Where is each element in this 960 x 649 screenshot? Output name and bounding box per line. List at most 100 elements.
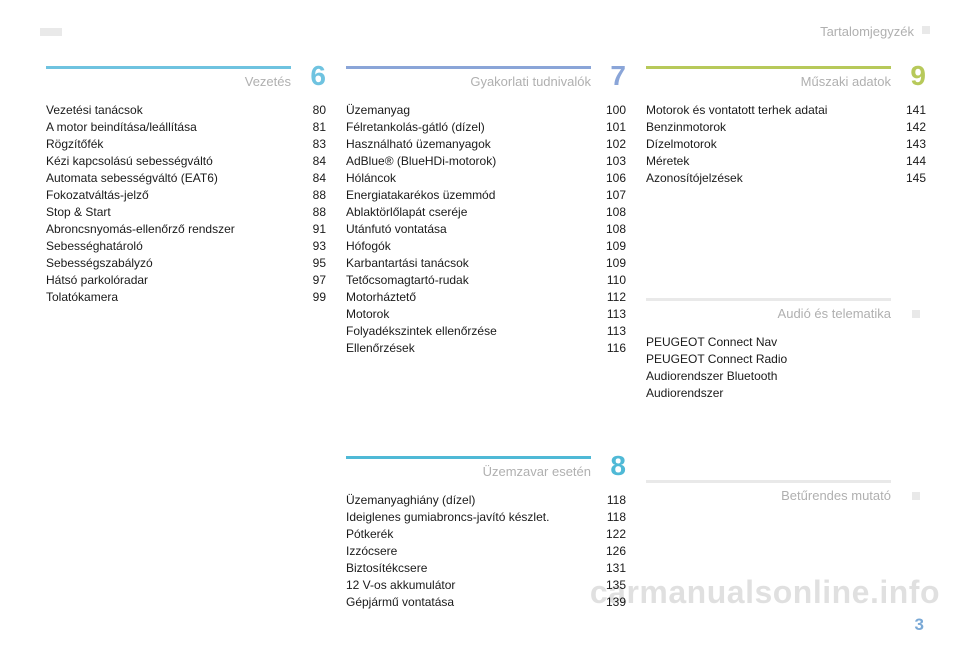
toc-page: 113: [594, 323, 626, 340]
toc-label: Pótkerék: [346, 526, 594, 543]
toc-page: 100: [594, 102, 626, 119]
section-9-list: Motorok és vontatott terhek adatai141Ben…: [646, 102, 926, 187]
section-index-title: Betűrendes mutató: [781, 488, 891, 503]
toc-row: A motor beindítása/leállítása81: [46, 119, 326, 136]
toc-row: Motorok és vontatott terhek adatai141: [646, 102, 926, 119]
toc-row: Motorháztető112: [346, 289, 626, 306]
section-index-square: [912, 492, 920, 500]
section-7-rule: [346, 66, 591, 69]
toc-label: Sebességhatároló: [46, 238, 294, 255]
toc-page: 93: [294, 238, 326, 255]
toc-label: Méretek: [646, 153, 894, 170]
toc-row: Biztosítékcsere131: [346, 560, 626, 577]
toc-page: 108: [594, 204, 626, 221]
toc-label: Izzócsere: [346, 543, 594, 560]
section-7: Gyakorlati tudnivalók 7 Üzemanyag100Félr…: [346, 66, 626, 357]
toc-label: Motorháztető: [346, 289, 594, 306]
section-audio: Audió és telematika PEUGEOT Connect NavP…: [646, 298, 926, 402]
toc-label: Vezetési tanácsok: [46, 102, 294, 119]
toc-page: 108: [594, 221, 626, 238]
toc-page: 144: [894, 153, 926, 170]
toc-row: Hóláncok106: [346, 170, 626, 187]
toc-label: Folyadékszintek ellenőrzése: [346, 323, 594, 340]
toc-label: Használható üzemanyagok: [346, 136, 594, 153]
toc-row: Kézi kapcsolású sebességváltó84: [46, 153, 326, 170]
toc-label: Hátsó parkolóradar: [46, 272, 294, 289]
section-audio-list: PEUGEOT Connect NavPEUGEOT Connect Radio…: [646, 334, 926, 402]
toc-label: Hóláncok: [346, 170, 594, 187]
toc-page: 118: [594, 509, 626, 526]
toc-page: 109: [594, 238, 626, 255]
toc-label: Karbantartási tanácsok: [346, 255, 594, 272]
toc-row: Tetőcsomagtartó-rudak110: [346, 272, 626, 289]
toc-page: 102: [594, 136, 626, 153]
section-6-number: 6: [296, 60, 326, 92]
toc-row: Ablaktörlőlapát cseréje108: [346, 204, 626, 221]
section-index-rule: [646, 480, 891, 483]
toc-page: 116: [594, 340, 626, 357]
toc-label: Tetőcsomagtartó-rudak: [346, 272, 594, 289]
toc-label: Fokozatváltás-jelző: [46, 187, 294, 204]
toc-page: 95: [294, 255, 326, 272]
section-7-number: 7: [596, 60, 626, 92]
list-line: PEUGEOT Connect Nav: [646, 334, 926, 351]
section-9: Műszaki adatok 9 Motorok és vontatott te…: [646, 66, 926, 187]
section-8-head: Üzemzavar esetén 8: [346, 456, 626, 486]
toc-row: Pótkerék122: [346, 526, 626, 543]
toc-label: Automata sebességváltó (EAT6): [46, 170, 294, 187]
header-square: [922, 26, 930, 34]
toc-page: 112: [594, 289, 626, 306]
toc-page: 84: [294, 153, 326, 170]
top-left-bar: [40, 28, 62, 36]
section-8: Üzemzavar esetén 8 Üzemanyaghiány (dízel…: [346, 456, 626, 611]
toc-row: 12 V-os akkumulátor135: [346, 577, 626, 594]
toc-row: Fokozatváltás-jelző88: [46, 187, 326, 204]
toc-row: Azonosítójelzések145: [646, 170, 926, 187]
toc-row: Ideiglenes gumiabroncs-javító készlet.11…: [346, 509, 626, 526]
section-8-list: Üzemanyaghiány (dízel)118Ideiglenes gumi…: [346, 492, 626, 611]
toc-row: Hófogók109: [346, 238, 626, 255]
toc-page: 113: [594, 306, 626, 323]
toc-row: Üzemanyaghiány (dízel)118: [346, 492, 626, 509]
toc-label: Sebességszabályzó: [46, 255, 294, 272]
toc-row: Gépjármű vontatása139: [346, 594, 626, 611]
toc-row: Ellenőrzések116: [346, 340, 626, 357]
toc-label: 12 V-os akkumulátor: [346, 577, 594, 594]
section-8-rule: [346, 456, 591, 459]
toc-row: Tolatókamera99: [46, 289, 326, 306]
toc-page: 126: [594, 543, 626, 560]
toc-page: 143: [894, 136, 926, 153]
section-7-list: Üzemanyag100Félretankolás-gátló (dízel)1…: [346, 102, 626, 357]
toc-page: 107: [594, 187, 626, 204]
watermark: carmanualsonline.info: [590, 574, 940, 611]
toc-row: Energiatakarékos üzemmód107: [346, 187, 626, 204]
toc-label: AdBlue® (BlueHDi-motorok): [346, 153, 594, 170]
toc-row: Sebességhatároló93: [46, 238, 326, 255]
toc-label: A motor beindítása/leállítása: [46, 119, 294, 136]
toc-row: Félretankolás-gátló (dízel)101: [346, 119, 626, 136]
toc-page: 99: [294, 289, 326, 306]
section-8-title: Üzemzavar esetén: [483, 464, 591, 479]
toc-page: 81: [294, 119, 326, 136]
toc-label: Utánfutó vontatása: [346, 221, 594, 238]
section-audio-square: [912, 310, 920, 318]
toc-row: Méretek144: [646, 153, 926, 170]
toc-row: Hátsó parkolóradar97: [46, 272, 326, 289]
toc-page: 103: [594, 153, 626, 170]
toc-label: Energiatakarékos üzemmód: [346, 187, 594, 204]
toc-label: Ideiglenes gumiabroncs-javító készlet.: [346, 509, 594, 526]
toc-row: Üzemanyag100: [346, 102, 626, 119]
toc-row: Utánfutó vontatása108: [346, 221, 626, 238]
toc-row: Automata sebességváltó (EAT6)84: [46, 170, 326, 187]
toc-page: 122: [594, 526, 626, 543]
section-6-title: Vezetés: [245, 74, 291, 89]
page-number: 3: [915, 615, 924, 635]
section-index: Betűrendes mutató: [646, 480, 926, 516]
toc-page: 106: [594, 170, 626, 187]
toc-row: Rögzítőfék83: [46, 136, 326, 153]
toc-page: 141: [894, 102, 926, 119]
toc-page: 88: [294, 204, 326, 221]
toc-label: Motorok: [346, 306, 594, 323]
toc-label: Tolatókamera: [46, 289, 294, 306]
toc-page: 109: [594, 255, 626, 272]
